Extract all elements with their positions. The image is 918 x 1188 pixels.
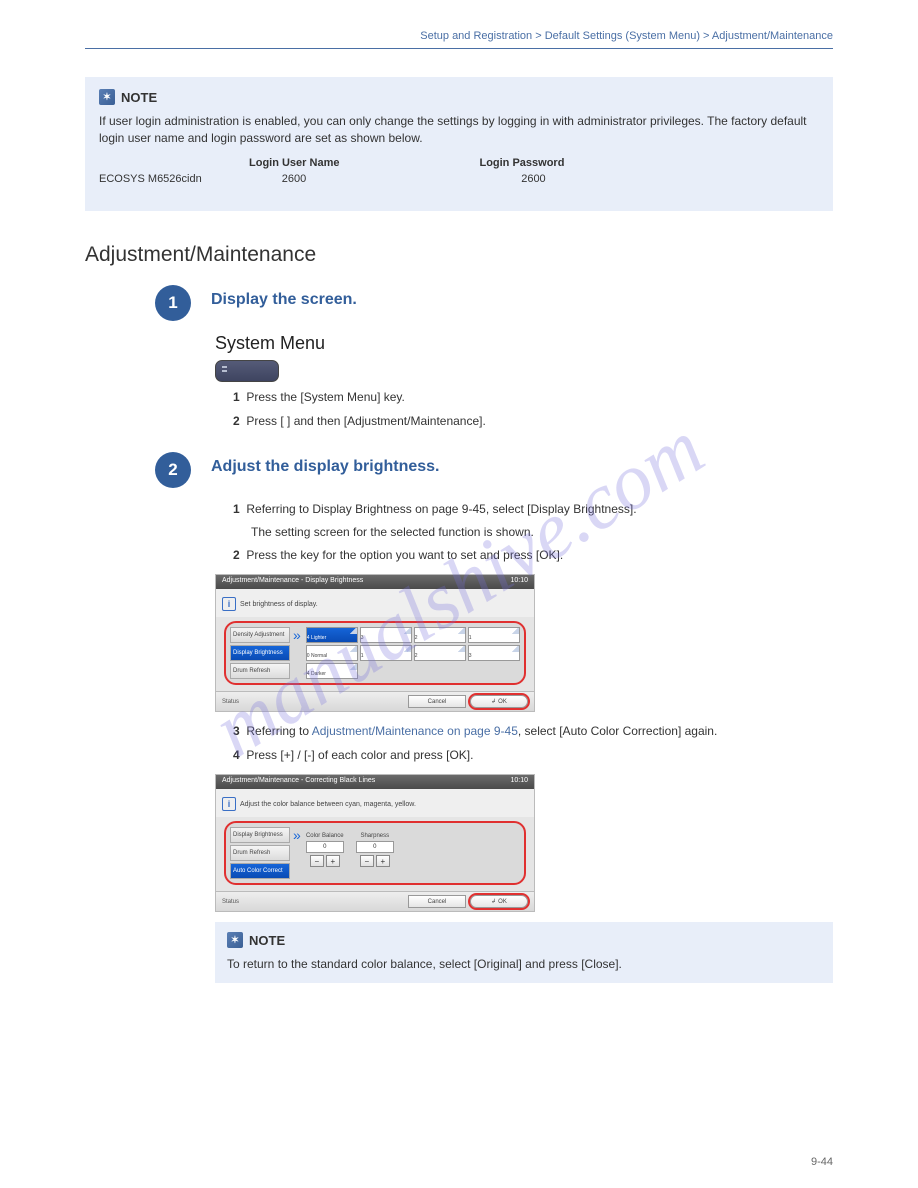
note-title: NOTE <box>121 90 157 105</box>
tab-drum2[interactable]: Drum Refresh <box>230 845 290 861</box>
opt-3a[interactable]: 3 <box>360 627 412 643</box>
system-menu-key-icon <box>215 360 279 382</box>
adj1-label: Color Balance <box>306 833 344 839</box>
note-col-head-1: Login User Name <box>249 157 339 169</box>
note-row-label: ECOSYS M6526cidn <box>99 173 202 185</box>
substep-2-4: 4 Press [+] / [-] of each color and pres… <box>233 746 833 764</box>
note-body: If user login administration is enabled,… <box>99 113 819 147</box>
adj1-plus-button[interactable]: + <box>326 855 340 867</box>
ss1-ok-button[interactable]: ↲OK <box>470 695 528 708</box>
ss2-highlight: Display Brightness Drum Refresh Auto Col… <box>224 821 526 885</box>
info-icon: i <box>222 797 236 811</box>
header-breadcrumb: Setup and Registration > Default Setting… <box>85 30 833 42</box>
note-col-head-2: Login Password <box>479 157 564 169</box>
tab-brightness2[interactable]: Display Brightness <box>230 827 290 843</box>
note-row-val-1: 2600 <box>282 173 306 185</box>
arrow-icon: » <box>292 627 302 643</box>
substep-1-1: 1 Press the [System Menu] key. <box>233 388 833 406</box>
adj2-minus-button[interactable]: − <box>360 855 374 867</box>
step-title-1: Display the screen. <box>211 291 833 309</box>
substep-2-1-line: The setting screen for the selected func… <box>251 524 833 541</box>
screenshot-auto-color: Adjustment/Maintenance - Correcting Blac… <box>215 774 535 912</box>
page-number: 9-44 <box>811 1156 833 1168</box>
opt-normal[interactable]: 0 Normal <box>306 645 358 661</box>
ss1-clock: 10:10 <box>510 577 528 587</box>
header-rule <box>85 48 833 49</box>
note2-title: NOTE <box>249 933 285 948</box>
opt-darker4[interactable]: 4 Darker <box>306 663 358 679</box>
ss1-cancel-button[interactable]: Cancel <box>408 695 466 708</box>
opt-3b[interactable]: 3 <box>468 645 520 661</box>
adj2-label: Sharpness <box>360 833 389 839</box>
opt-lighter4[interactable]: 4 Lighter <box>306 627 358 643</box>
substep-2-1: 1 Referring to Display Brightness on pag… <box>233 500 833 518</box>
note-box-1: ✶ NOTE If user login administration is e… <box>85 77 833 211</box>
note2-body: To return to the standard color balance,… <box>227 956 821 973</box>
adj1-minus-button[interactable]: − <box>310 855 324 867</box>
note-box-2: ✶ NOTE To return to the standard color b… <box>215 922 833 983</box>
note-icon: ✶ <box>227 932 243 948</box>
tab-brightness[interactable]: Display Brightness <box>230 645 290 661</box>
note-icon: ✶ <box>99 89 115 105</box>
note-row-val-2: 2600 <box>521 173 545 185</box>
tab-autocolor[interactable]: Auto Color Correct <box>230 863 290 879</box>
adj2-plus-button[interactable]: + <box>376 855 390 867</box>
tab-density[interactable]: Density Adjustment <box>230 627 290 643</box>
ss2-cancel-button[interactable]: Cancel <box>408 895 466 908</box>
opt-2a[interactable]: 2 <box>414 627 466 643</box>
ss2-status: Status <box>222 899 239 905</box>
ss1-info-text: Set brightness of display. <box>240 601 318 608</box>
ss2-ok-button[interactable]: ↲OK <box>470 895 528 908</box>
section-heading: Adjustment/Maintenance <box>85 243 833 267</box>
arrow-icon: » <box>292 827 302 843</box>
ss2-info-text: Adjust the color balance between cyan, m… <box>240 801 416 808</box>
adj1-value: 0 <box>306 841 344 853</box>
step-number-2: 2 <box>155 452 191 488</box>
ss1-status: Status <box>222 699 239 705</box>
opt-1b[interactable]: 1 <box>360 645 412 661</box>
ss1-highlight: Density Adjustment Display Brightness Dr… <box>224 621 526 685</box>
ss2-clock: 10:10 <box>510 777 528 787</box>
opt-2b[interactable]: 2 <box>414 645 466 661</box>
ss2-title: Adjustment/Maintenance - Correcting Blac… <box>222 777 375 787</box>
screenshot-display-brightness: Adjustment/Maintenance - Display Brightn… <box>215 574 535 712</box>
tab-drum[interactable]: Drum Refresh <box>230 663 290 679</box>
adj2-value: 0 <box>356 841 394 853</box>
substep-1-2: 2 Press [ ] and then [Adjustment/Mainten… <box>233 412 833 430</box>
substep-2-3: 3 Referring to Adjustment/Maintenance on… <box>233 722 833 740</box>
system-menu-label: System Menu <box>215 333 833 354</box>
substep-2-2: 2 Press the key for the option you want … <box>233 546 833 564</box>
step-number-1: 1 <box>155 285 191 321</box>
ss1-title: Adjustment/Maintenance - Display Brightn… <box>222 577 363 587</box>
opt-1a[interactable]: 1 <box>468 627 520 643</box>
step-title-2: Adjust the display brightness. <box>211 458 833 476</box>
info-icon: i <box>222 597 236 611</box>
